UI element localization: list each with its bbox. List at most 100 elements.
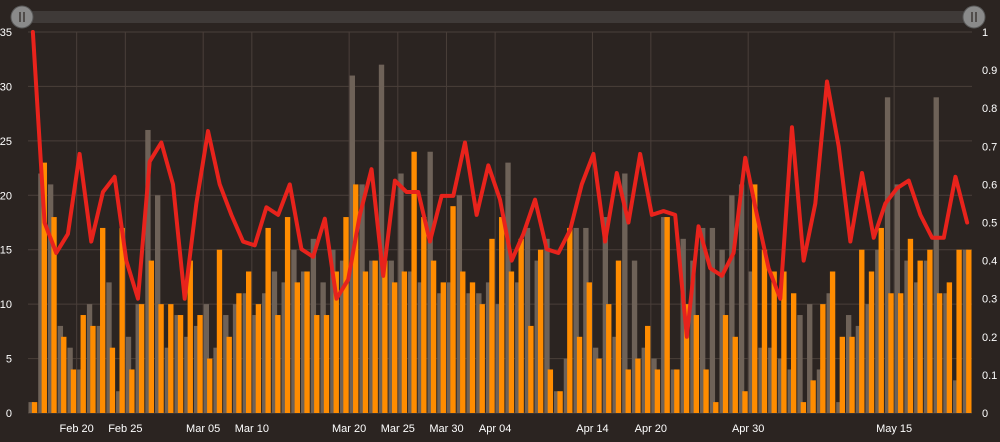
bar-part <box>790 293 797 413</box>
bar-total <box>223 315 229 413</box>
bar-total <box>524 227 531 413</box>
range-scrollbar[interactable] <box>10 5 986 29</box>
bar-part <box>567 227 573 413</box>
bar-part <box>888 293 894 413</box>
y-left-tick-label: 15 <box>0 245 12 257</box>
bar-part <box>216 249 223 413</box>
bar-part <box>683 304 690 413</box>
bar-total <box>904 260 910 413</box>
y-right-tick-label: 0.8 <box>982 103 997 115</box>
bar-total <box>125 336 132 413</box>
bar-total <box>320 282 326 413</box>
bar-part <box>440 282 446 413</box>
bar-part <box>314 315 320 413</box>
bar-part <box>703 369 709 413</box>
bar-total <box>699 227 706 413</box>
bar-part <box>460 271 466 413</box>
bar-total <box>563 358 570 413</box>
bar-part <box>732 336 738 413</box>
bar-total <box>544 238 550 413</box>
bar-total <box>155 195 161 413</box>
bar-total <box>456 195 463 413</box>
bar-total <box>583 227 589 413</box>
bar-total <box>184 336 190 413</box>
bar-part <box>868 271 875 413</box>
x-tick-label: Mar 10 <box>235 423 269 435</box>
bar-total <box>738 184 745 413</box>
x-tick-label: Feb 25 <box>108 423 142 435</box>
bar-part <box>654 369 661 413</box>
bar-part <box>372 260 378 413</box>
x-tick-label: Mar 25 <box>381 423 415 435</box>
bar-total <box>865 304 871 413</box>
bar-total <box>96 325 102 413</box>
bar-part <box>129 369 135 413</box>
bar-total <box>933 97 939 413</box>
bar-total <box>875 249 881 413</box>
ratio-line <box>30 30 970 339</box>
bar-part <box>450 206 456 413</box>
bar-total <box>777 358 784 413</box>
scrollbar-right-handle[interactable] <box>962 5 986 29</box>
bar-part <box>664 217 670 413</box>
bar-total <box>310 238 317 413</box>
bar-part <box>391 282 398 413</box>
y-right-tick-label: 0.7 <box>982 141 997 153</box>
bar-part <box>956 249 962 413</box>
bar-part <box>859 249 865 413</box>
bar-total <box>719 249 725 413</box>
bar-total <box>661 217 667 413</box>
bar-total <box>709 227 716 413</box>
y-left-tick-label: 30 <box>0 81 12 93</box>
y-right-tick-label: 1 <box>982 27 988 39</box>
bar-part <box>479 304 485 413</box>
bar-part <box>761 249 768 413</box>
bar-part <box>284 217 291 413</box>
bar-part <box>693 315 700 413</box>
bar-part <box>576 336 583 413</box>
bar-total <box>495 304 501 413</box>
y-right-tick-label: 0.9 <box>982 65 997 77</box>
bar-total <box>690 260 696 413</box>
bar-total <box>437 293 443 413</box>
bar-total <box>631 260 638 413</box>
bars-part-series <box>31 151 972 414</box>
bar-part <box>839 336 845 413</box>
handle-knob[interactable] <box>962 5 986 29</box>
bar-part <box>800 402 807 413</box>
bar-part <box>362 271 369 413</box>
bar-part <box>197 315 203 413</box>
bar-total <box>339 260 346 413</box>
handle-knob[interactable] <box>10 5 34 29</box>
scrollbar-track[interactable] <box>22 11 974 23</box>
bar-total <box>962 249 969 413</box>
bar-total <box>446 282 453 413</box>
bar-part <box>353 184 359 413</box>
bar-part <box>557 391 563 413</box>
bar-total <box>135 304 141 413</box>
bar-part <box>158 304 164 413</box>
bar-total <box>943 293 949 413</box>
bar-part <box>829 271 836 413</box>
bar-total <box>505 162 511 413</box>
bar-total <box>729 195 735 413</box>
bar-part <box>343 217 349 413</box>
bar-total <box>369 260 375 413</box>
scrollbar-left-handle[interactable] <box>10 5 34 29</box>
bar-part <box>70 369 77 413</box>
bar-part <box>100 227 106 413</box>
bar-total <box>923 260 930 413</box>
bar-part <box>606 304 612 413</box>
bar-part <box>625 369 631 413</box>
bar-total <box>651 358 657 413</box>
bar-total <box>836 402 842 413</box>
bar-part <box>898 293 904 413</box>
bar-total <box>884 97 891 413</box>
bar-total <box>330 249 336 413</box>
bar-part <box>382 260 388 413</box>
bar-total <box>271 271 278 413</box>
bar-total <box>641 347 647 413</box>
bar-part <box>236 293 242 413</box>
bar-part <box>90 325 96 413</box>
